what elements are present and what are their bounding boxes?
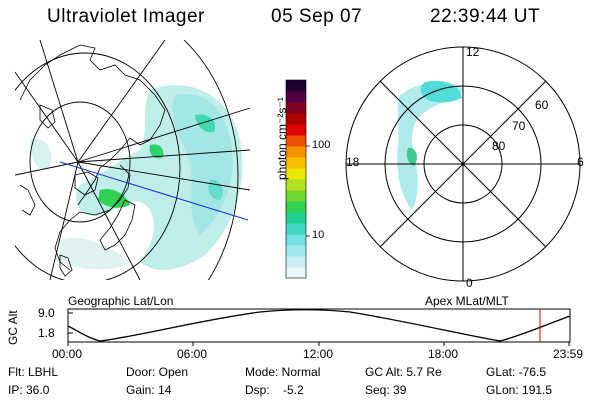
mlt-label-18: 18 bbox=[346, 155, 360, 169]
altitude-xtick-label-2359: 23:59 bbox=[553, 347, 584, 361]
geographic-caption: Geographic Lat/Lon bbox=[68, 294, 174, 308]
info-gc-alt: GC Alt: 5.7 Re bbox=[365, 365, 442, 379]
altitude-xtick-label-12: 12:00 bbox=[303, 347, 334, 361]
colorbar-frame bbox=[285, 79, 307, 279]
colorbar-segment bbox=[286, 113, 306, 125]
mlt-line-diag-2 bbox=[379, 80, 547, 248]
altitude-ytick-label-9: 9.0 bbox=[38, 306, 55, 320]
mlt-label-0: 0 bbox=[466, 276, 473, 290]
time-label: 22:39:44 UT bbox=[430, 6, 541, 27]
date-label: 05 Sep 07 bbox=[271, 6, 363, 27]
apex-caption: Apex MLat/MLT bbox=[425, 294, 509, 308]
terminator-line bbox=[59, 161, 249, 221]
info-glon: GLon: 191.5 bbox=[486, 383, 553, 397]
info-gain: Gain: 14 bbox=[126, 383, 172, 397]
mlt-label-6: 6 bbox=[577, 155, 584, 169]
colorbar-segment bbox=[286, 256, 306, 268]
colorbar-segment bbox=[286, 135, 306, 147]
colorbar-segment bbox=[286, 201, 306, 213]
colorbar-segment bbox=[286, 223, 306, 235]
colorbar-segment bbox=[286, 146, 306, 158]
info-seq: Seq: 39 bbox=[365, 383, 407, 397]
altitude-xtick-label-00: 00:00 bbox=[52, 347, 83, 361]
colorbar-segment bbox=[286, 234, 306, 246]
aurora-emission-geo bbox=[30, 85, 243, 271]
colorbar-segment bbox=[286, 179, 306, 191]
colorbar-segment bbox=[286, 91, 306, 103]
altitude-plot-frame bbox=[67, 308, 571, 343]
colorbar-label-10: 10 bbox=[312, 229, 325, 241]
info-ip: IP: 36.0 bbox=[8, 383, 50, 397]
colorbar-segment bbox=[286, 80, 306, 92]
colorbar-segment bbox=[286, 102, 306, 114]
lat-label-60: 60 bbox=[535, 98, 549, 112]
colorbar-segment bbox=[286, 267, 306, 279]
colorbar-segment bbox=[286, 212, 306, 224]
lat-label-70: 70 bbox=[512, 119, 526, 133]
colorbar bbox=[286, 80, 306, 279]
altitude-xtick-label-06: 06:00 bbox=[177, 347, 208, 361]
aurora-emission-polar bbox=[397, 80, 465, 210]
altitude-curve bbox=[67, 309, 571, 342]
instrument-title: Ultraviolet Imager bbox=[47, 6, 205, 27]
colorbar-segment bbox=[286, 157, 306, 169]
altitude-xtick-label-18: 18:00 bbox=[428, 347, 459, 361]
info-mode: Mode: Normal bbox=[245, 365, 321, 379]
colorbar-segment bbox=[286, 245, 306, 257]
altitude-ytick-label-1-8: 1.8 bbox=[38, 326, 55, 340]
lat-lon-grid bbox=[15, 40, 251, 280]
lat-label-80: 80 bbox=[492, 139, 506, 153]
colorbar-segment bbox=[286, 168, 306, 180]
colorbar-label-100: 100 bbox=[312, 139, 331, 151]
info-dsp: Dsp: -5.2 bbox=[245, 383, 304, 397]
colorbar-segment bbox=[286, 124, 306, 136]
colorbar-unit-label: photon cm⁻²s⁻¹ bbox=[275, 97, 289, 180]
mlt-label-12: 12 bbox=[466, 45, 480, 59]
geographic-map-panel bbox=[15, 40, 251, 280]
polar-map-panel bbox=[345, 46, 581, 282]
info-door: Door: Open bbox=[126, 365, 189, 379]
coastlines bbox=[19, 44, 166, 277]
info-filter: Flt: LBHL bbox=[8, 365, 59, 379]
colorbar-segment bbox=[286, 190, 306, 202]
altitude-plot bbox=[67, 308, 571, 346]
altitude-ylabel: GC Alt bbox=[6, 310, 20, 345]
info-glat: GLat: -76.5 bbox=[486, 365, 547, 379]
